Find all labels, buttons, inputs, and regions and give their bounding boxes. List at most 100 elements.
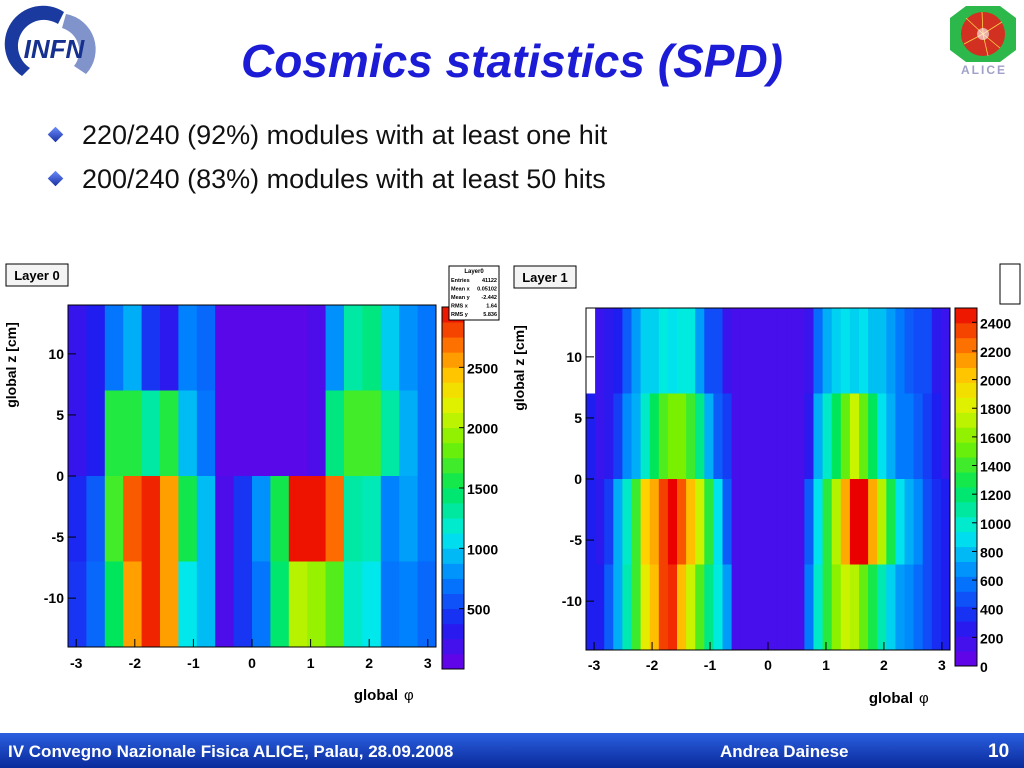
heatmap-cell [417, 390, 437, 477]
heatmap-cell [362, 305, 382, 391]
footer-conference: IV Convegno Nazionale Fisica ALICE, Pala… [8, 742, 454, 761]
heatmap-cell [931, 564, 942, 651]
stats-box-value: 41122 [482, 278, 497, 284]
heatmap-cell [178, 305, 198, 391]
y-tick-label: 0 [56, 468, 64, 484]
heatmap-cell [922, 308, 933, 394]
stats-box-key: RMS y [451, 312, 469, 318]
chart-title-box [5, 263, 69, 287]
heatmap-cell [141, 561, 161, 648]
heatmap-cell [677, 308, 687, 394]
color-scale-bin [955, 472, 977, 488]
heatmap-cell [344, 561, 363, 648]
heatmap-cell [768, 393, 778, 480]
stats-box-value: 0.05102 [477, 287, 497, 293]
heatmap-cell [68, 390, 87, 477]
heatmap-cell [859, 564, 869, 651]
chart-title: Layer 1 [522, 270, 568, 285]
heatmap-cell [667, 479, 678, 565]
heatmap-cell [831, 393, 842, 480]
heatmap-cell [677, 564, 687, 651]
heatmap-cell [740, 308, 751, 394]
heatmap-cell [325, 305, 345, 391]
chart-title-box [513, 265, 577, 289]
y-tick-label: -10 [562, 593, 582, 609]
z-tick-label: 1000 [980, 516, 1011, 532]
heatmap-cell [713, 308, 723, 394]
heatmap-cell [196, 561, 216, 648]
plot-frame [67, 304, 437, 648]
heatmap-cell [731, 564, 742, 651]
heatmap-cell [344, 476, 363, 562]
heatmap-cell [196, 476, 216, 562]
heatmap-cell [649, 479, 660, 565]
x-tick-label: 1 [822, 657, 830, 673]
z-tick-label: 600 [980, 573, 1004, 589]
heatmap-cell [604, 479, 614, 565]
heatmap-cell [695, 393, 705, 480]
heatmap-cell [233, 305, 253, 391]
color-scale-bin [955, 546, 977, 562]
color-scale-bin [442, 593, 464, 610]
heatmap-cell [586, 564, 596, 651]
heatmap-cell [233, 476, 253, 562]
heatmap-cell [686, 308, 696, 394]
heatmap-cell [270, 561, 290, 648]
heatmap-cell [777, 479, 787, 565]
y-tick-label: -5 [570, 532, 583, 548]
heatmap-cell [704, 564, 714, 651]
stats-box-title: Layer0 [464, 269, 484, 275]
color-scale-bin [442, 442, 464, 459]
color-scale-bin [442, 307, 464, 323]
heatmap-cell [913, 564, 924, 651]
heatmap-cell [667, 564, 678, 651]
heatmap-cell [667, 393, 678, 480]
heatmap-cell [123, 305, 143, 391]
heatmap-cell [886, 564, 896, 651]
heatmap-cell [722, 479, 733, 565]
heatmap-cell [141, 390, 161, 477]
heatmap-cell [178, 476, 198, 562]
heatmap-cell [868, 393, 878, 480]
infn-logo-text: INFN [24, 34, 86, 64]
heatmap-cell [813, 308, 824, 394]
z-tick-label: 1400 [980, 459, 1011, 475]
heatmap-cell [713, 479, 723, 565]
heatmap-cell [731, 393, 742, 480]
heatmap-cell [686, 393, 696, 480]
heatmap-cell [795, 479, 805, 565]
color-scale-bin [442, 337, 464, 353]
x-tick-label: 0 [764, 657, 772, 673]
heatmap-cell [849, 308, 860, 394]
heatmap-cell [613, 308, 623, 394]
stats-box-key: Entries [451, 278, 470, 284]
heatmap-cell [686, 479, 696, 565]
heatmap-cell [160, 561, 179, 648]
heatmap-cell [622, 393, 632, 480]
heatmap-cell [895, 308, 905, 394]
heatmap-cell [658, 564, 669, 651]
heatmap-cell [649, 564, 660, 651]
heatmap-cell [160, 390, 179, 477]
heatmap-cell [613, 564, 623, 651]
y-axis-label: global z [cm] [3, 322, 19, 408]
stats-box-key: Mean y [451, 295, 471, 301]
heatmap-cell [288, 390, 308, 477]
z-tick-label: 400 [980, 602, 1004, 618]
heatmap-cell [868, 308, 878, 394]
heatmap-cell [252, 390, 271, 477]
color-scale-bin [442, 623, 464, 640]
heatmap-cell [877, 393, 887, 480]
heatmap-cell [777, 308, 787, 394]
heatmap-cell [325, 476, 345, 562]
heatmap-cell [215, 305, 235, 391]
heatmap-cell [886, 308, 896, 394]
heatmap-cell [740, 564, 751, 651]
heatmap-cell [859, 479, 869, 565]
x-tick-label: -1 [187, 655, 200, 671]
heatmap-cell [686, 564, 696, 651]
color-scale-bin [955, 591, 977, 607]
color-scale-bin [442, 518, 464, 534]
heatmap-cell [604, 564, 614, 651]
heatmap-cell [307, 561, 327, 648]
